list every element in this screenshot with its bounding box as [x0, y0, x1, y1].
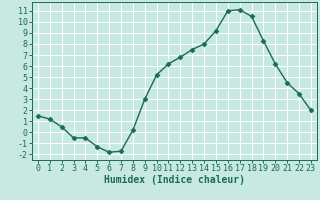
X-axis label: Humidex (Indice chaleur): Humidex (Indice chaleur)	[104, 175, 245, 185]
